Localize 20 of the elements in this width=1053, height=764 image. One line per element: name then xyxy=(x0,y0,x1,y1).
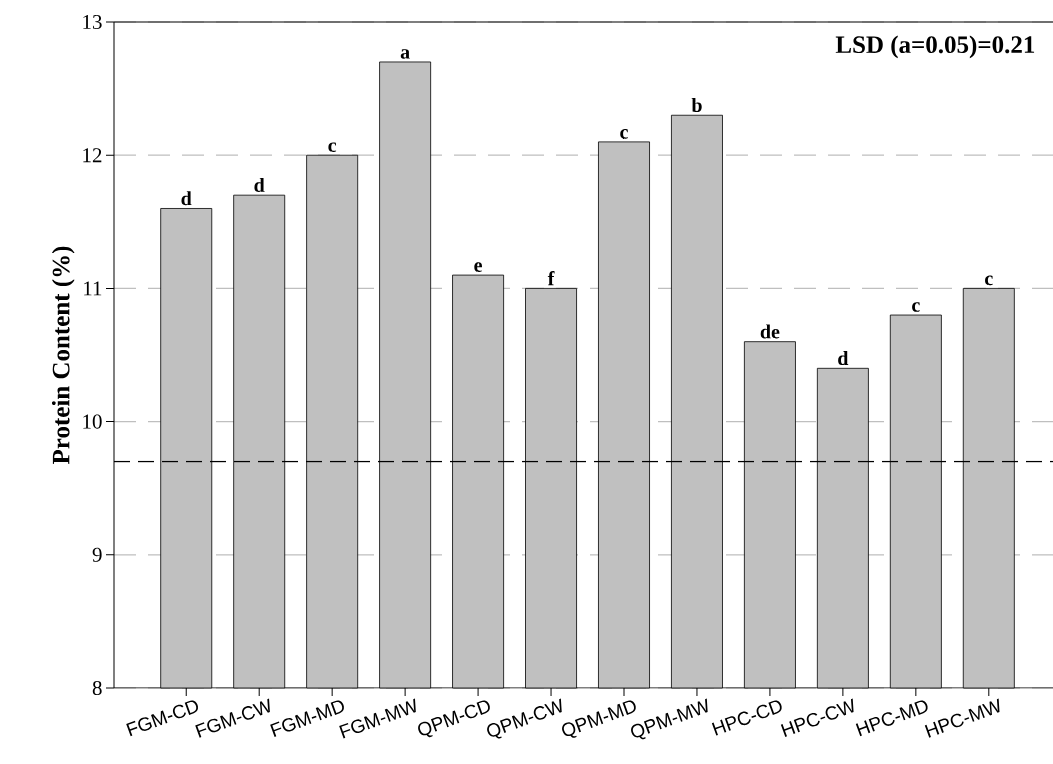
annotation: c xyxy=(620,129,628,139)
annotation: de xyxy=(760,324,780,339)
y-tick-label: 10 xyxy=(83,414,102,429)
annotation: d xyxy=(838,351,849,366)
annotation: LSD (a=0.05)=0.21 xyxy=(835,35,1035,59)
y-tick-label: 11 xyxy=(84,281,102,296)
y-tick-label: 13 xyxy=(83,14,102,30)
annotation: d xyxy=(181,191,192,206)
annotation: c xyxy=(328,142,337,153)
annotation: e xyxy=(474,262,482,272)
annotation: c xyxy=(985,275,993,286)
y-tick-label: 8 xyxy=(92,680,102,696)
y-tick-label: 12 xyxy=(83,148,102,163)
annotation: f xyxy=(547,271,555,286)
annotation: c xyxy=(912,302,920,312)
annotation: a xyxy=(400,49,410,59)
annotation: b xyxy=(691,97,702,113)
y-tick-label: 9 xyxy=(92,547,102,562)
y-axis-title: Protein Content (%) xyxy=(51,246,75,465)
annotation: d xyxy=(254,177,265,192)
